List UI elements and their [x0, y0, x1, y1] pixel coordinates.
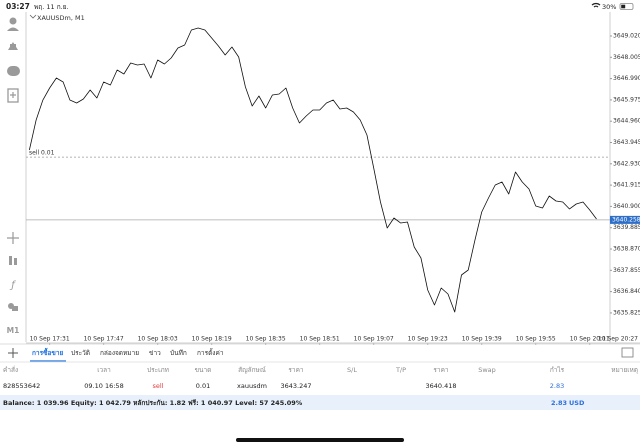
objects-icon-2	[12, 306, 18, 311]
column-header: สัญลักษณ์	[238, 366, 266, 374]
x-tick-label: 10 Sep 17:47	[84, 336, 124, 343]
position-cell: 2.83	[550, 382, 564, 390]
column-header: ราคา	[433, 366, 448, 374]
position-cell: xauusdm	[237, 382, 267, 390]
status-time: 03:27	[6, 2, 30, 11]
home-indicator	[236, 438, 404, 442]
account-icon[interactable]	[9, 17, 17, 25]
battery-icon	[619, 3, 634, 10]
y-tick-label: 3635.825	[613, 309, 640, 316]
y-tick-label: 3642.930	[613, 160, 640, 167]
news-icon[interactable]	[7, 88, 19, 103]
price-label: 3640.258	[612, 216, 640, 223]
new-order-button[interactable]	[8, 348, 18, 358]
position-cell: 3640.418	[425, 382, 456, 390]
candles-icon[interactable]	[9, 256, 12, 265]
summary-text: Balance: 1 039.96 Equity: 1 042.79 หลักป…	[3, 399, 303, 407]
tab[interactable]: การตั้งค่า	[197, 348, 224, 357]
indicators-icon[interactable]: ƒ	[9, 280, 16, 291]
position-cell: 0.01	[196, 382, 210, 390]
x-tick-label: 10 Sep 19:23	[408, 336, 448, 343]
column-header: T/P	[395, 366, 406, 374]
summary-profit: 2.83	[551, 399, 567, 407]
position-cell: sell	[153, 382, 164, 390]
x-tick-label: 10 Sep 17:31	[30, 336, 70, 343]
position-cell[interactable]: 828553642	[3, 382, 40, 390]
tab[interactable]: กล่องจดหมาย	[100, 349, 139, 357]
crosshair-icon[interactable]	[7, 232, 19, 244]
x-tick-label: 10 Sep 18:19	[192, 336, 232, 343]
y-tick-label: 3646.990	[613, 75, 640, 82]
y-tick-label: 3644.960	[613, 118, 640, 125]
x-tick-label: 10 Sep 19:39	[462, 336, 502, 343]
x-tick-label: 10 Sep 18:51	[300, 336, 340, 343]
plot: 3649.020 3648.005 3646.990 3645.975 3644.960…	[26, 27, 640, 345]
chart-title: XAUUSDm, M1	[37, 14, 85, 22]
y-tick-label: 3649.020	[613, 32, 640, 39]
position-cell: 3643.247	[280, 382, 311, 390]
x-tick-label: 10 Sep 20:11	[570, 336, 610, 343]
x-tick-label: 10 Sep 18:03	[138, 336, 178, 343]
candles-icon-2	[14, 258, 17, 265]
y-tick-label: 3643.945	[613, 139, 640, 146]
summary-row	[0, 395, 640, 410]
x-tick-label: 10 Sep 19:07	[354, 336, 394, 343]
column-header: หมายเหตุ	[611, 366, 638, 374]
order-line-label: sell 0.01	[29, 150, 55, 157]
tab[interactable]: ประวัติ	[71, 349, 90, 357]
y-tick-label: 3640.900	[613, 203, 640, 210]
layout-button[interactable]	[621, 347, 634, 358]
position-cell: 09.10 16:58	[84, 382, 123, 390]
summary-currency: USD	[569, 399, 585, 407]
y-tick-label: 3645.975	[613, 96, 640, 103]
y-tick-label: 3639.885	[613, 224, 640, 231]
column-header: เวลา	[97, 366, 111, 374]
account-icon-body	[7, 27, 19, 31]
wifi-icon	[591, 2, 601, 8]
positions-table: คำสั่ง เวลา ประเภท ขนาด สัญลักษณ์ ราคา S/L T/P ร…	[3, 365, 638, 390]
price-label-box	[610, 215, 640, 224]
x-tick-label: 10 Sep 20:27	[598, 336, 638, 343]
tab[interactable]: บันทึก	[170, 349, 187, 357]
trade-icon[interactable]	[8, 42, 18, 50]
y-tick-label: 3648.005	[613, 54, 640, 61]
column-header: Swap	[478, 366, 496, 374]
y-tick-label: 3636.840	[613, 288, 640, 295]
tab[interactable]: ข่าว	[149, 349, 161, 357]
x-tick-label: 10 Sep 18:35	[246, 336, 286, 343]
battery-level	[621, 4, 626, 9]
column-header: คำสั่ง	[3, 365, 18, 374]
tab[interactable]: การซื้อขาย	[32, 347, 63, 357]
column-header: ประเภท	[147, 366, 169, 374]
column-header: กำไร	[550, 366, 565, 374]
tab-bar: การซื้อขาย ประวัติ กล่องจดหมาย ข่าว บันทึก กา…	[30, 347, 224, 362]
symbol-icon	[29, 14, 37, 19]
news-icon-plus	[10, 92, 16, 98]
timeframe-button[interactable]: M1	[7, 326, 20, 335]
status-battery: 30%	[602, 3, 616, 11]
column-header: ราคา	[288, 366, 303, 374]
y-tick-label: 3641.915	[613, 182, 640, 189]
y-tick-label: 3638.870	[613, 246, 640, 253]
column-header: ขนาด	[195, 366, 212, 374]
column-header: S/L	[347, 366, 357, 374]
y-tick-label: 3637.855	[613, 267, 640, 274]
x-tick-label: 10 Sep 19:55	[516, 336, 556, 343]
price-line-series	[28, 27, 597, 313]
status-date: พฤ. 11 ก.ย.	[34, 3, 69, 11]
chat-icon[interactable]	[7, 66, 20, 76]
